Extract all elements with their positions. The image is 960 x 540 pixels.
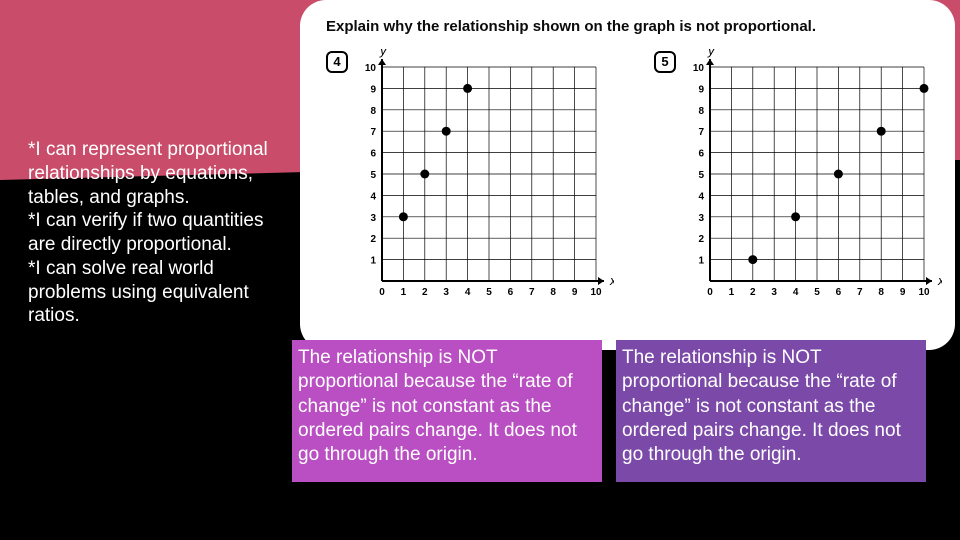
svg-text:5: 5	[814, 287, 820, 298]
objective-2: *I can verify if two quantities are dire…	[28, 209, 288, 257]
svg-text:8: 8	[878, 287, 884, 298]
svg-text:9: 9	[900, 287, 906, 298]
svg-text:7: 7	[529, 287, 535, 298]
objective-1: *I can represent proportional relationsh…	[28, 138, 288, 209]
svg-text:2: 2	[698, 234, 704, 245]
svg-text:y: y	[707, 49, 716, 58]
svg-text:6: 6	[698, 149, 704, 160]
card-title: Explain why the relationship shown on th…	[326, 18, 929, 35]
objective-3: *I can solve real world problems using e…	[28, 257, 288, 328]
svg-text:6: 6	[370, 149, 376, 160]
answer-text-4: The relationship is NOT proportional bec…	[298, 347, 577, 465]
svg-text:7: 7	[698, 127, 704, 138]
svg-text:1: 1	[729, 287, 735, 298]
svg-text:7: 7	[370, 127, 376, 138]
svg-text:1: 1	[698, 256, 704, 267]
svg-text:3: 3	[443, 287, 449, 298]
svg-text:10: 10	[693, 63, 705, 74]
svg-text:0: 0	[379, 287, 385, 298]
svg-text:5: 5	[370, 170, 376, 181]
answer-text-5: The relationship is NOT proportional bec…	[622, 347, 901, 465]
svg-text:2: 2	[422, 287, 428, 298]
svg-text:8: 8	[698, 106, 704, 117]
svg-text:3: 3	[771, 287, 777, 298]
svg-text:x: x	[609, 273, 614, 288]
svg-text:9: 9	[370, 84, 376, 95]
svg-text:5: 5	[486, 287, 492, 298]
svg-text:0: 0	[707, 287, 713, 298]
svg-text:2: 2	[370, 234, 376, 245]
svg-text:7: 7	[857, 287, 863, 298]
graph-5: 0 1 2 3 4 5 6 7 8 9 10 1 2 3 4 5 6 7 8 9 10 x y	[682, 49, 942, 309]
svg-text:8: 8	[370, 106, 376, 117]
svg-text:1: 1	[401, 287, 407, 298]
learning-objectives: *I can represent proportional relationsh…	[28, 138, 288, 328]
question-card: Explain why the relationship shown on th…	[300, 0, 955, 350]
graph-block-5: 5 0 1 2 3 4 5 6 7 8 9 10 1 2 3 4 5 6 7 8 9 10 x y	[654, 49, 942, 309]
svg-text:6: 6	[508, 287, 514, 298]
svg-text:1: 1	[370, 256, 376, 267]
svg-text:9: 9	[698, 84, 704, 95]
svg-text:10: 10	[365, 63, 377, 74]
svg-text:10: 10	[590, 287, 602, 298]
svg-text:5: 5	[698, 170, 704, 181]
graphs-row: 4 0 1 2 3 4 5 6 7 8 9 10 1 2 3 4 5 6 7 8 9 10 x y 5 0 1 2 3 4 5 6 7 8 9…	[326, 49, 929, 309]
answer-box-4: The relationship is NOT proportional bec…	[292, 340, 602, 482]
svg-text:10: 10	[918, 287, 930, 298]
svg-text:2: 2	[750, 287, 756, 298]
svg-text:6: 6	[836, 287, 842, 298]
graph-4: 0 1 2 3 4 5 6 7 8 9 10 1 2 3 4 5 6 7 8 9 10 x y	[354, 49, 614, 309]
question-number-4: 4	[326, 51, 348, 73]
svg-text:3: 3	[370, 213, 376, 224]
svg-text:9: 9	[572, 287, 578, 298]
question-number-5: 5	[654, 51, 676, 73]
answer-box-5: The relationship is NOT proportional bec…	[616, 340, 926, 482]
svg-text:8: 8	[550, 287, 556, 298]
graph-block-4: 4 0 1 2 3 4 5 6 7 8 9 10 1 2 3 4 5 6 7 8 9 10 x y	[326, 49, 614, 309]
svg-text:y: y	[379, 49, 388, 58]
svg-text:4: 4	[370, 191, 376, 202]
svg-text:4: 4	[465, 287, 471, 298]
svg-text:3: 3	[698, 213, 704, 224]
svg-text:4: 4	[698, 191, 704, 202]
svg-text:4: 4	[793, 287, 799, 298]
svg-text:x: x	[937, 273, 942, 288]
